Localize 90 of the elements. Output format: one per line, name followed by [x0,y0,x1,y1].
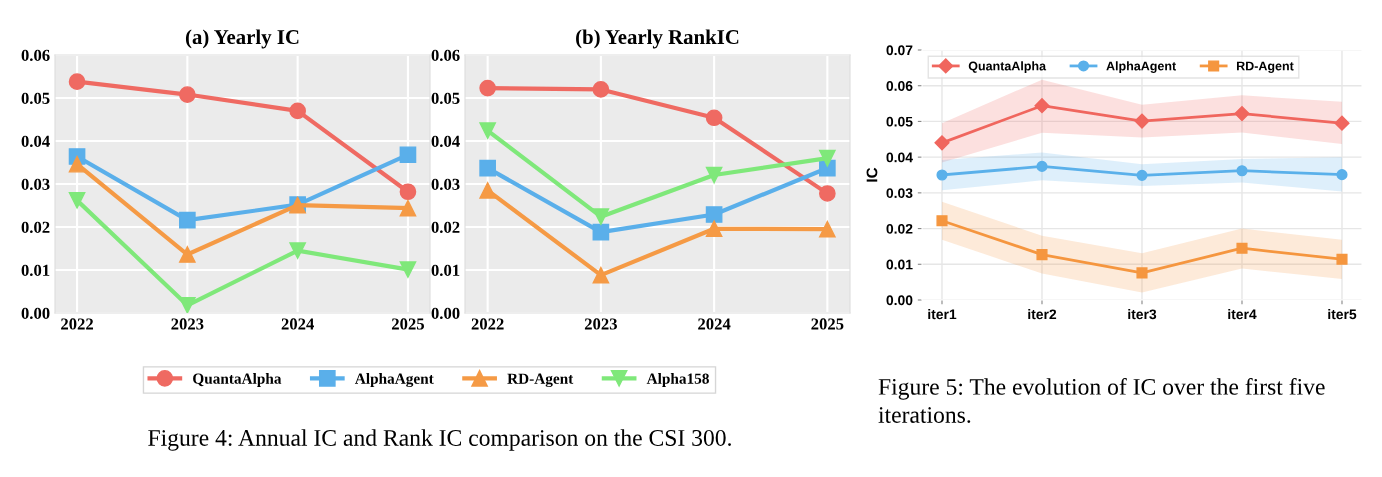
y-tick-label: 0.04 [886,152,913,163]
point [592,208,610,226]
point [399,146,417,164]
point [592,223,610,241]
point [1336,169,1348,181]
caption: Figure 4: Annual IC and Rank IC comparison on the CSI 300. [148,429,731,451]
point [819,185,836,202]
point [479,159,496,177]
point [592,266,610,284]
y-tick-label: 0.04 [21,135,50,148]
point [934,135,950,151]
x-tick-label: iter3 [1128,309,1157,320]
x-tick-label: 2025 [811,318,844,330]
chart-title: (b) Yearly RankIC [576,29,739,49]
point [592,81,610,98]
x-tick-label: 2024 [281,318,314,330]
x-tick-label: 2025 [391,318,424,330]
x-tick-label: 2022 [61,318,94,330]
point [179,211,196,229]
legend-label: RD-Agent [1236,61,1294,73]
point [1236,242,1248,254]
point [68,155,86,173]
point [399,183,417,201]
y-tick-label: 0.05 [21,92,50,105]
point [399,261,417,278]
point [1034,98,1050,114]
y-tick-label: 0.06 [431,49,460,62]
point [479,182,496,199]
point [68,192,86,209]
y-tick-label: 0.07 [886,45,913,56]
point [936,169,948,181]
point [1134,113,1150,129]
y-tick-label: 0.02 [431,221,460,234]
y-tick-label: 0.00 [886,295,913,306]
point [819,149,836,167]
legend-label: RD-Agent [507,373,574,388]
caption: Figure 5: The evolution of IC over the first five iterations. [878,378,1325,423]
x-tick-label: iter1 [928,309,957,320]
point [289,242,306,259]
x-tick-label: 2023 [171,318,204,330]
chart-title: (a) Yearly IC [185,29,299,49]
x-tick-label: iter4 [1228,309,1257,320]
y-tick-label: 0.01 [886,259,913,270]
y-tick-label: 0.06 [886,81,913,91]
point [936,215,948,227]
point [479,79,496,97]
point [705,166,723,184]
y-tick-label: 0.02 [21,221,50,234]
point [705,206,723,223]
x-tick-label: 2024 [698,318,731,330]
legend-label: AlphaAgent [1106,61,1177,73]
x-tick-label: 2023 [584,318,617,330]
point [1136,169,1148,181]
y-tick-label: 0.00 [21,307,50,320]
point [179,296,196,313]
y-tick-label: 0.06 [21,49,50,62]
point [1336,253,1348,265]
point [179,246,196,263]
point [1234,106,1250,122]
y-tick-label: 0.05 [431,92,460,105]
point [179,86,196,103]
point [1036,249,1048,261]
y-axis-title: IC [866,167,878,182]
y-tick-label: 0.01 [21,264,50,277]
legend-label: QuantaAlpha [968,61,1047,73]
point [1334,115,1350,131]
y-tick-label: 0.01 [431,264,460,277]
y-tick-label: 0.05 [886,116,913,127]
x-tick-label: 2022 [471,318,504,330]
legend-label: Alpha158 [646,373,709,387]
legend-label: QuantaAlpha [193,373,282,387]
point [68,73,86,90]
y-tick-label: 0.04 [431,135,460,148]
point [289,102,306,120]
point [1236,165,1248,177]
point [705,109,723,127]
y-tick-label: 0.02 [886,223,913,234]
point [705,220,723,238]
x-tick-label: iter2 [1028,309,1057,320]
y-tick-label: 0.03 [431,178,460,191]
y-tick-label: 0.03 [886,188,913,199]
point [1036,160,1048,172]
point [479,122,496,140]
legend-label: AlphaAgent [354,373,434,388]
x-tick-label: iter5 [1328,309,1357,320]
point [1136,267,1148,279]
y-tick-label: 0.00 [431,307,460,320]
point [819,220,836,238]
point [399,199,417,217]
y-tick-label: 0.03 [21,178,50,191]
